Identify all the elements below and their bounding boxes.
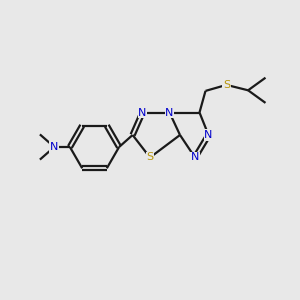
Text: N: N [165, 107, 174, 118]
Text: N: N [204, 130, 213, 140]
Text: N: N [50, 142, 58, 152]
Text: S: S [146, 152, 154, 163]
Text: S: S [223, 80, 230, 90]
Text: N: N [138, 107, 147, 118]
Text: N: N [191, 152, 199, 163]
